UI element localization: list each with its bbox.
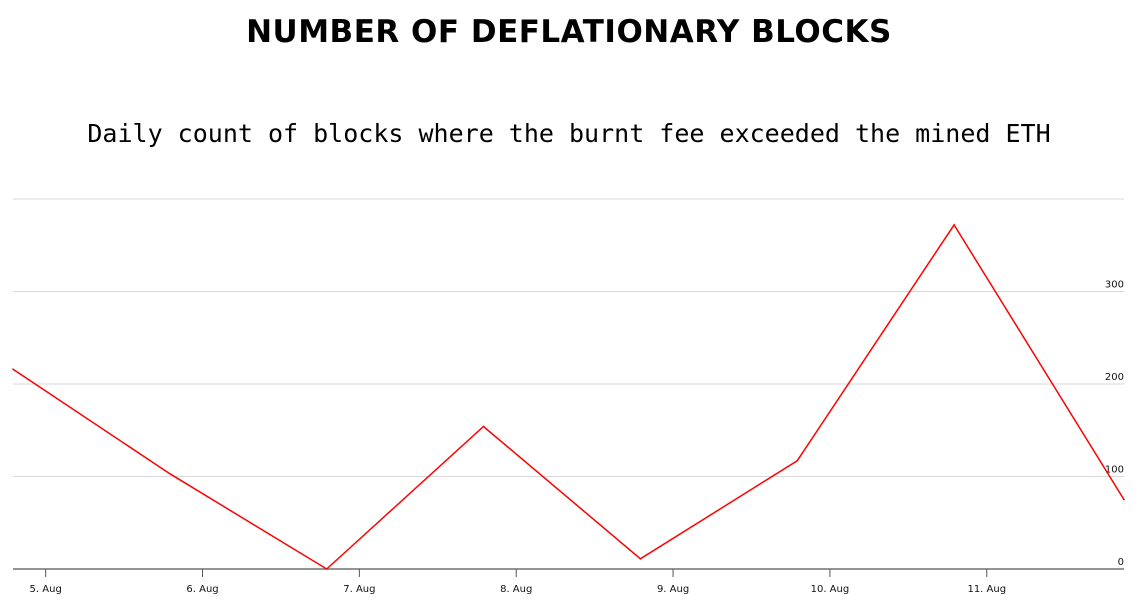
data-point	[639, 558, 642, 560]
data-point	[796, 459, 799, 462]
y-tick-label: 0	[1118, 557, 1124, 568]
x-tick-label: 11. Aug	[967, 584, 1006, 595]
data-point	[482, 425, 485, 428]
data-point	[1123, 498, 1125, 501]
x-tick-label: 8. Aug	[500, 584, 532, 595]
data-point	[953, 224, 955, 226]
y-tick-label: 300	[1105, 280, 1124, 291]
y-tick-label: 100	[1105, 465, 1124, 476]
data-point	[12, 368, 14, 371]
x-tick-label: 9. Aug	[657, 584, 689, 595]
y-tick-label: 200	[1105, 372, 1124, 383]
x-tick-label: 5. Aug	[30, 584, 62, 595]
chart-subtitle: Daily count of blocks where the burnt fe…	[87, 119, 1051, 148]
series-line	[12, 223, 1125, 570]
x-tick-label: 10. Aug	[811, 584, 850, 595]
data-point	[169, 472, 171, 475]
x-tick-label: 7. Aug	[343, 584, 375, 595]
data-point	[325, 568, 328, 570]
chart-title: NUMBER OF DEFLATIONARY BLOCKS	[246, 14, 892, 50]
x-tick-label: 6. Aug	[186, 584, 218, 595]
